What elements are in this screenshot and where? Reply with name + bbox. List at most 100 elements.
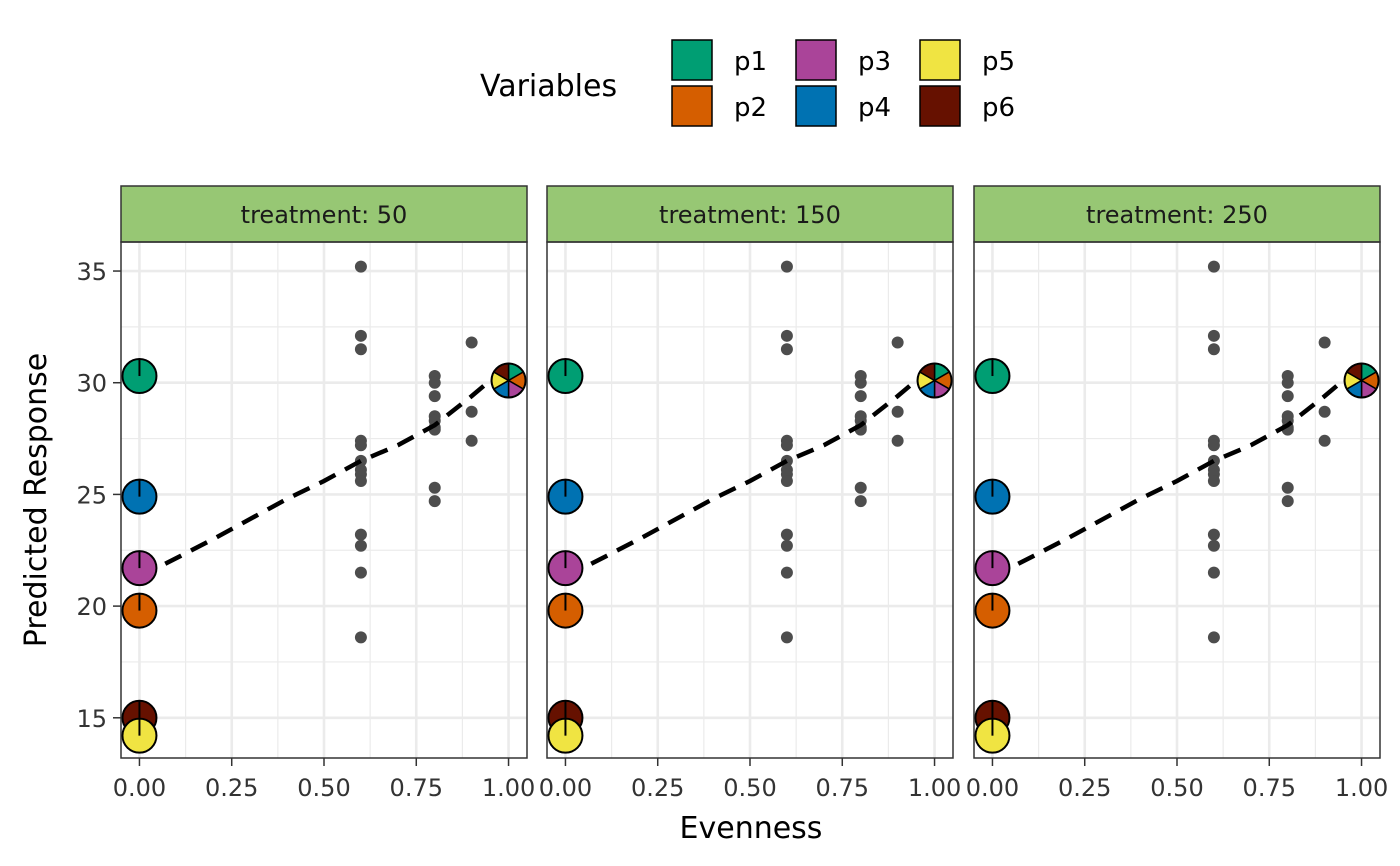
data-point-1 bbox=[354, 329, 367, 342]
facet-panel-1: treatment: 50 0.00 0.25 0.50 0.75 1.00 15 20 25 3… bbox=[76, 185, 535, 802]
data-point-10 bbox=[1207, 539, 1220, 552]
pie-p3 bbox=[547, 550, 584, 587]
data-point-2 bbox=[354, 343, 367, 356]
x-tick-label: 0.00 bbox=[113, 774, 166, 802]
data-point-0 bbox=[354, 260, 367, 273]
pie-p2 bbox=[547, 592, 584, 629]
data-point-8 bbox=[1207, 475, 1220, 488]
data-point-2 bbox=[780, 343, 793, 356]
legend-item-p5: p5 bbox=[919, 39, 1015, 81]
pie-p5 bbox=[547, 717, 584, 754]
legend-label-p3: p3 bbox=[858, 47, 891, 77]
x-axis-title: Evenness bbox=[680, 811, 823, 846]
y-tick-label: 35 bbox=[76, 258, 107, 286]
x-tick-label: 0.25 bbox=[1058, 774, 1111, 802]
data-point-10 bbox=[780, 539, 793, 552]
data-point-9 bbox=[780, 528, 793, 541]
y-tick-label: 15 bbox=[76, 705, 107, 733]
trend-line bbox=[138, 378, 492, 580]
y-tick-label: 25 bbox=[76, 481, 107, 509]
data-point-15 bbox=[854, 390, 867, 403]
data-point-24 bbox=[891, 434, 904, 447]
pie-p1 bbox=[121, 358, 158, 395]
trend-line bbox=[991, 378, 1345, 580]
facet-panel-2: treatment: 150 0.00 0.25 0.50 0.75 1.00 bbox=[539, 185, 961, 802]
x-tick-label: 0.00 bbox=[539, 774, 592, 802]
x-tick-label: 0.50 bbox=[723, 774, 776, 802]
facet-strip-label-2: treatment: 150 bbox=[659, 201, 841, 229]
legend-item-p3: p3 bbox=[795, 39, 891, 81]
pie-p2 bbox=[974, 592, 1011, 629]
data-point-12 bbox=[1207, 631, 1220, 644]
legend-title: Variables bbox=[480, 69, 617, 104]
facet-strip-label-3: treatment: 250 bbox=[1086, 201, 1268, 229]
y-tick-label: 30 bbox=[76, 370, 107, 398]
data-point-4 bbox=[1207, 439, 1220, 452]
data-point-14 bbox=[428, 376, 441, 389]
data-point-21 bbox=[428, 495, 441, 508]
data-point-22 bbox=[891, 336, 904, 349]
data-point-15 bbox=[1281, 390, 1294, 403]
x-tick-label: 0.75 bbox=[816, 774, 869, 802]
facet-panels: treatment: 50 0.00 0.25 0.50 0.75 1.00 15 20 25 3… bbox=[76, 185, 1388, 802]
x-tick-label: 1.00 bbox=[482, 774, 535, 802]
data-points bbox=[780, 260, 904, 644]
pie-p3 bbox=[121, 550, 158, 587]
y-tick-label: 20 bbox=[76, 593, 107, 621]
legend-label-p5: p5 bbox=[982, 47, 1015, 77]
data-point-1 bbox=[1207, 329, 1220, 342]
data-point-14 bbox=[1281, 376, 1294, 389]
pie-p1 bbox=[974, 358, 1011, 395]
pie-p5 bbox=[974, 717, 1011, 754]
data-point-0 bbox=[1207, 260, 1220, 273]
data-point-11 bbox=[780, 566, 793, 579]
pie-p4 bbox=[974, 478, 1011, 515]
pie-p1 bbox=[547, 358, 584, 395]
facet-strip-2 bbox=[546, 185, 954, 243]
legend-key-p2 bbox=[671, 85, 713, 127]
data-point-2 bbox=[1207, 343, 1220, 356]
data-point-8 bbox=[780, 475, 793, 488]
data-point-23 bbox=[1318, 405, 1331, 418]
data-point-23 bbox=[465, 405, 478, 418]
pie-p2 bbox=[121, 592, 158, 629]
data-point-20 bbox=[1281, 481, 1294, 494]
data-point-12 bbox=[354, 631, 367, 644]
x-tick-label: 0.25 bbox=[205, 774, 258, 802]
data-point-11 bbox=[354, 566, 367, 579]
pie-mixture bbox=[1343, 362, 1380, 399]
legend-item-p1: p1 bbox=[671, 39, 767, 81]
pie-p4 bbox=[121, 478, 158, 515]
data-point-24 bbox=[465, 434, 478, 447]
data-point-21 bbox=[1281, 495, 1294, 508]
facet-strip-label-1: treatment: 50 bbox=[241, 201, 408, 229]
legend-key-p6 bbox=[919, 85, 961, 127]
facet-strip-1 bbox=[120, 185, 528, 243]
legend-key-p5 bbox=[919, 39, 961, 81]
data-point-14 bbox=[854, 376, 867, 389]
x-tick-label: 0.75 bbox=[390, 774, 443, 802]
data-point-9 bbox=[354, 528, 367, 541]
legend: Variables p1 p2 p3 p4 p5 p6 bbox=[480, 39, 1015, 127]
data-point-20 bbox=[854, 481, 867, 494]
legend-item-p4: p4 bbox=[795, 85, 891, 127]
data-point-11 bbox=[1207, 566, 1220, 579]
pie-p4 bbox=[547, 478, 584, 515]
facet-panel-3: treatment: 250 0.00 0.25 0.50 0.75 1.00 bbox=[966, 185, 1388, 802]
data-point-0 bbox=[780, 260, 793, 273]
trend-line bbox=[564, 378, 918, 580]
data-point-22 bbox=[465, 336, 478, 349]
x-tick-label: 0.50 bbox=[1150, 774, 1203, 802]
legend-label-p1: p1 bbox=[734, 47, 767, 77]
x-tick-label: 0.50 bbox=[297, 774, 350, 802]
y-axis-title: Predicted Response bbox=[19, 353, 54, 647]
legend-item-p2: p2 bbox=[671, 85, 767, 127]
pie-mixture bbox=[490, 362, 527, 399]
data-point-8 bbox=[354, 475, 367, 488]
pie-p3 bbox=[974, 550, 1011, 587]
data-point-24 bbox=[1318, 434, 1331, 447]
x-tick-label: 0.25 bbox=[631, 774, 684, 802]
data-point-15 bbox=[428, 390, 441, 403]
data-point-12 bbox=[780, 631, 793, 644]
